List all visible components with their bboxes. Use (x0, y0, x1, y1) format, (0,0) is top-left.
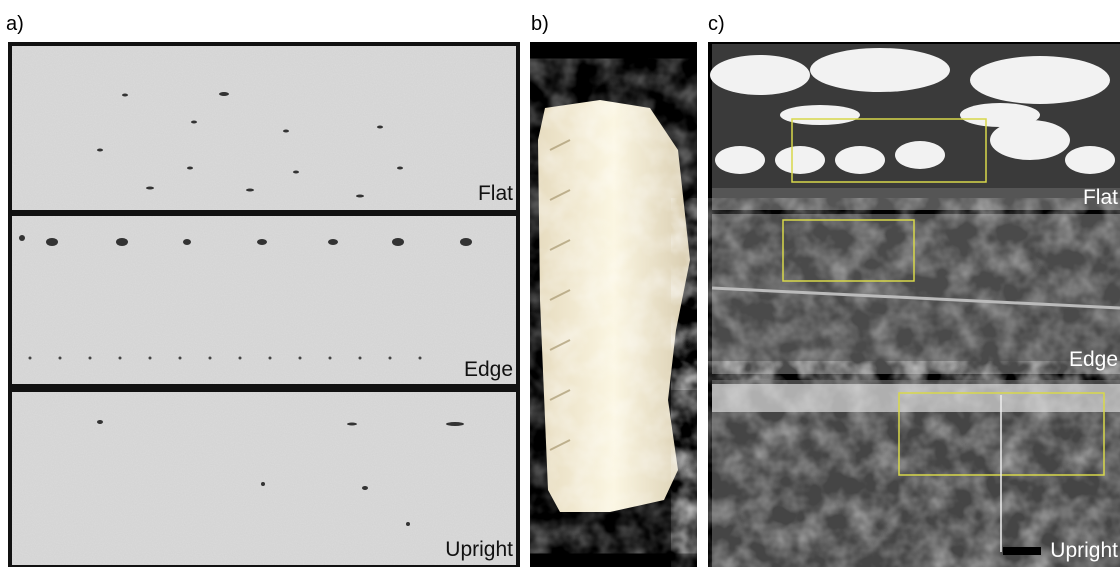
printed-sample (538, 100, 690, 512)
image-caption: Edge (1069, 348, 1118, 371)
image-caption: Upright (445, 538, 513, 561)
panel-label: a) (6, 13, 24, 35)
image-caption: Flat (1083, 186, 1118, 209)
figure: a) Flat Edge Upright (0, 0, 1120, 567)
panel-label: c) (708, 13, 725, 35)
image-caption: Flat (478, 182, 513, 205)
micrograph (12, 46, 516, 565)
panel-label: b) (531, 13, 549, 35)
sem-image (710, 44, 1120, 567)
image-caption: Upright (1050, 539, 1118, 562)
image-caption: Edge (464, 358, 513, 381)
